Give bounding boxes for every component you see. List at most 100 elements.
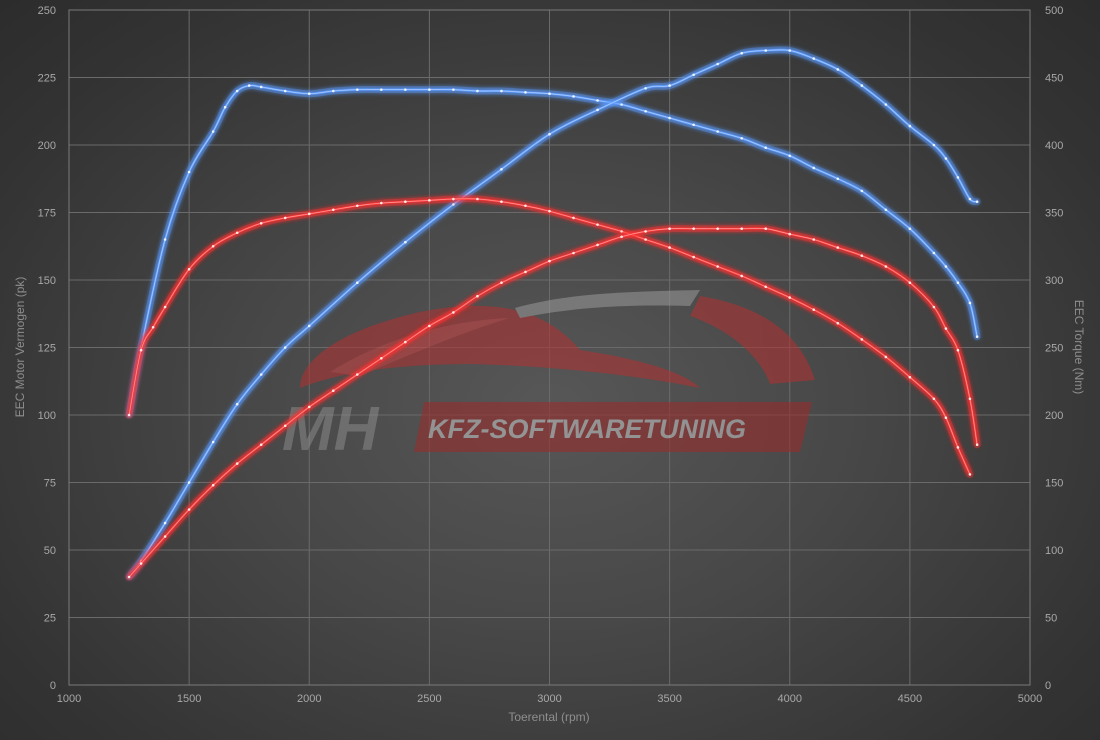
right-tick-label: 250 [1045,343,1063,355]
series-point [956,348,960,352]
series-point [908,375,912,379]
series-layer [125,46,981,581]
series-point [788,296,792,299]
series-point [860,254,864,257]
series-point [163,238,167,241]
series-point [380,201,383,205]
series-point [500,200,503,203]
series-point [644,87,647,90]
gauge-arc-red-icon [690,296,815,384]
series-point [211,483,215,487]
series-point [884,103,888,106]
series-point [187,267,191,271]
series-point [596,243,599,247]
series-point [223,105,227,109]
series-point [259,443,263,447]
series-point [944,416,948,420]
series-point [944,327,948,330]
series-point [428,324,431,328]
series-point [356,281,359,285]
series-point [380,88,383,91]
x-tick-label: 2000 [297,693,321,705]
series-point [975,443,979,447]
series-point [356,204,359,208]
series-point [452,88,455,91]
series-point [716,265,719,268]
left-axis-title: EEC Motor Vermogen (pk) [13,277,27,418]
series-point [163,521,167,525]
series-point [788,154,792,158]
left-tick-label: 225 [38,73,56,85]
series-point [692,123,695,127]
series-point [644,230,647,233]
series-point [356,88,359,91]
series-point [476,197,479,201]
series-point [788,49,792,52]
series-point [836,68,840,71]
series-point [500,168,503,171]
series-line-core [128,49,978,578]
series-point [524,204,527,208]
series-point [668,84,671,87]
series-point [404,340,407,344]
series-point [548,92,551,95]
series-point [932,397,936,401]
series-point [716,130,719,133]
series-line-core [128,84,978,416]
series-point [283,424,287,428]
series-point [331,208,335,212]
left-tick-label: 100 [38,410,56,422]
right-axis-title: EEC Torque (Nm) [1072,300,1086,394]
series-point [908,281,912,285]
right-tick-label: 50 [1045,613,1057,625]
series-point [860,84,864,87]
right-tick-label: 200 [1045,410,1063,422]
series-point [620,235,623,239]
series-point [932,143,936,147]
series-point [956,281,960,285]
series-point [668,227,671,230]
series-point [692,255,695,259]
watermark-logo: MH KFZ-SOFTWARETUNING [282,290,815,464]
series-point [975,200,979,203]
x-tick-label: 2500 [417,693,441,705]
series-point [884,208,888,212]
series-point [187,481,191,484]
series-point [764,49,768,52]
series-point [452,197,455,201]
series-point [404,200,407,203]
left-axis-ticks: 0 25 50 75 100 125 150 175 200 225 250 [38,5,56,692]
series-point [620,103,623,106]
series-point [500,281,503,285]
series-point [476,294,479,298]
series-point [500,89,503,93]
gauge-arc-icon [515,290,700,318]
series-point [944,157,948,160]
left-tick-label: 50 [44,545,56,557]
series-point [380,357,383,360]
series-point [668,116,671,120]
series-point [163,305,167,309]
series-line-glow [125,46,981,581]
series-point [788,232,792,236]
series-point [932,251,936,255]
series-point [908,124,912,128]
series-point [884,355,888,359]
series-point [812,238,816,241]
right-tick-label: 500 [1045,5,1063,17]
series-point [644,109,647,113]
series-point [187,508,191,511]
series-point [283,89,287,93]
series-point [428,199,431,202]
series-point [572,95,575,98]
series-point [404,88,407,91]
left-tick-label: 125 [38,343,56,355]
series-point [668,246,671,249]
series-point [163,535,167,538]
series-point [211,244,215,248]
series-point [764,285,768,289]
series-point [247,84,251,87]
x-tick-label: 4000 [778,693,802,705]
left-tick-label: 175 [38,208,56,220]
